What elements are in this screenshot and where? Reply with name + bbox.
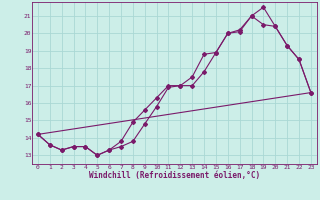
- X-axis label: Windchill (Refroidissement éolien,°C): Windchill (Refroidissement éolien,°C): [89, 171, 260, 180]
